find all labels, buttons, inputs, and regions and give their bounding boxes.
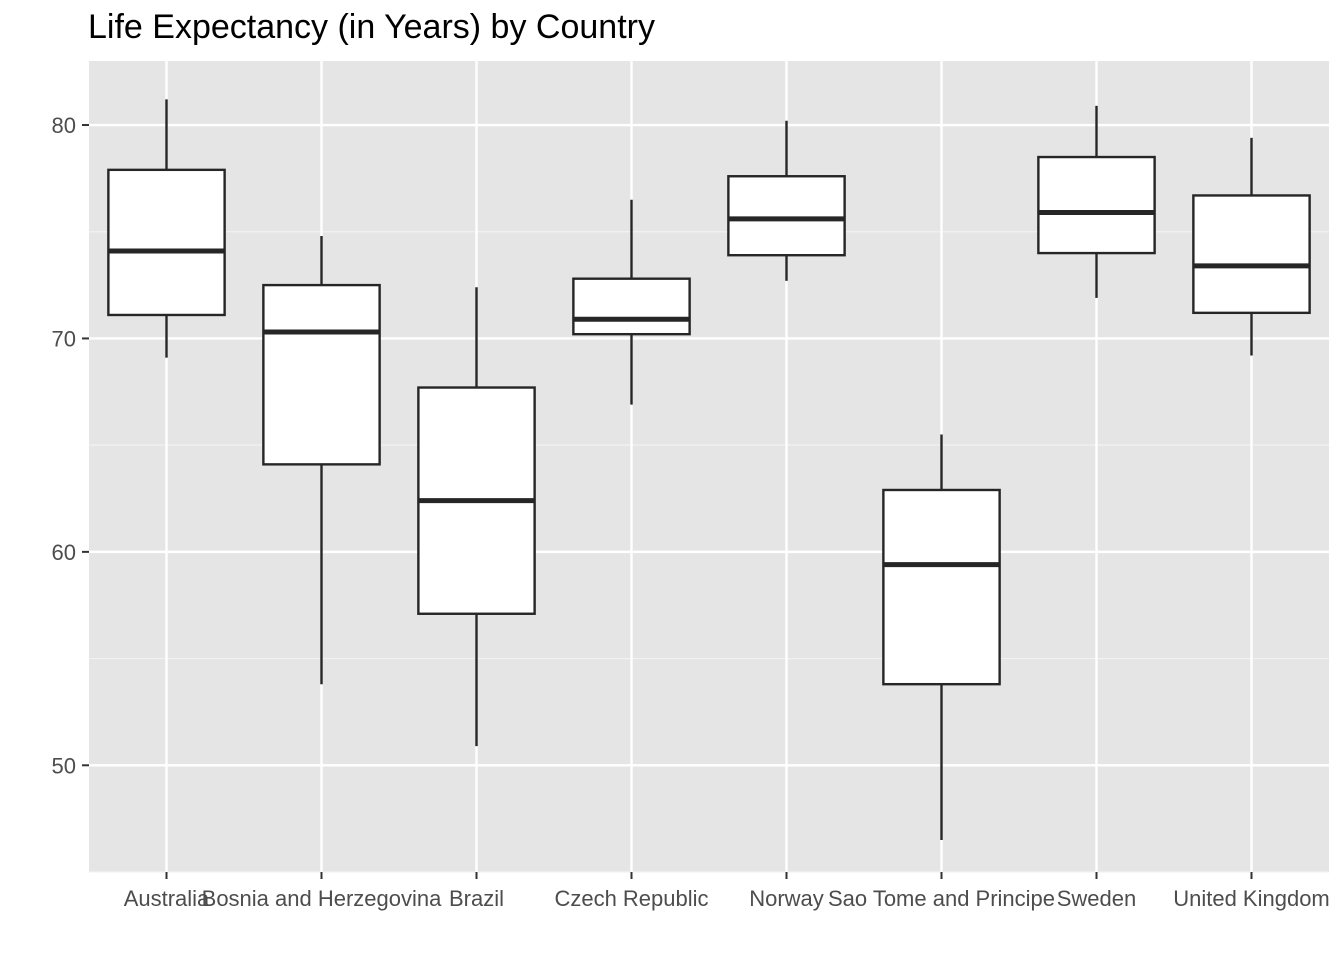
x-tick-label: Czech Republic (554, 886, 708, 911)
x-tick-label: Norway (749, 886, 824, 911)
x-tick-label: Brazil (449, 886, 504, 911)
box (262, 283, 381, 466)
x-tick-label: Sweden (1057, 886, 1137, 911)
box (882, 488, 1001, 686)
x-tick-label: Australia (124, 886, 210, 911)
box (572, 277, 691, 336)
y-tick-label: 80 (52, 113, 76, 138)
box (1037, 155, 1156, 255)
x-tick-label: Sao Tome and Principe (828, 886, 1055, 911)
box (1192, 194, 1311, 315)
y-tick-label: 60 (52, 540, 76, 565)
y-tick-label: 50 (52, 753, 76, 778)
chart-title: Life Expectancy (in Years) by Country (88, 8, 655, 46)
x-tick-label: United Kingdom (1173, 886, 1330, 911)
y-tick-label: 70 (52, 326, 76, 351)
x-tick-label: Bosnia and Herzegovina (202, 886, 442, 911)
box (107, 168, 226, 317)
box (727, 175, 846, 257)
